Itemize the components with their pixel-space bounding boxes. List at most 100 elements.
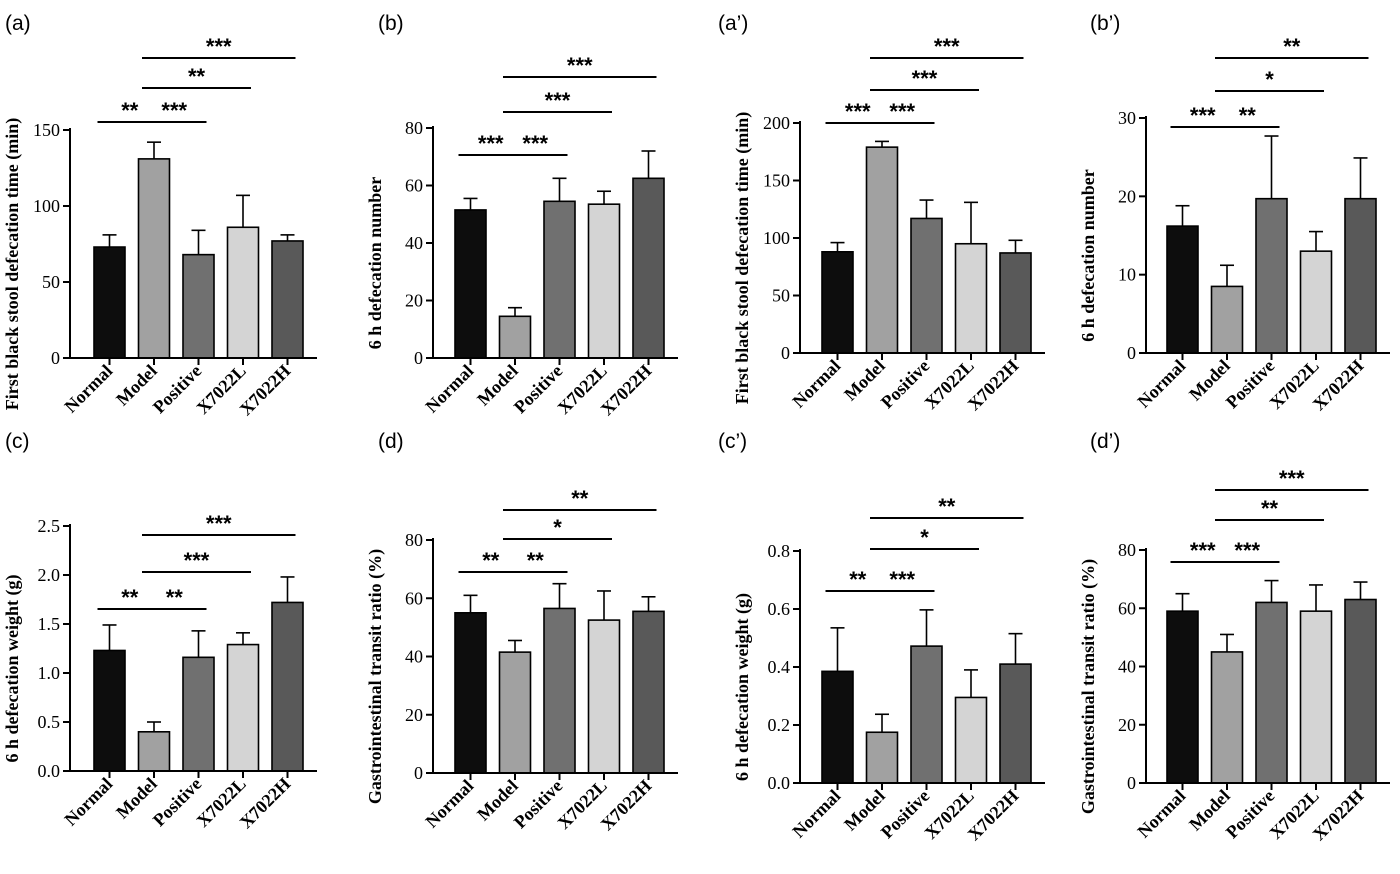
bar	[632, 177, 665, 359]
bar	[1299, 250, 1333, 354]
panel-label: (b)	[378, 12, 404, 35]
y-tick-label: 40	[405, 647, 423, 667]
x-tick-label: Normal	[788, 786, 844, 842]
y-axis-label: 6 h defecation number	[1078, 169, 1098, 342]
significance-label: **	[482, 548, 500, 573]
bar	[954, 242, 988, 354]
y-tick-label: 0	[51, 348, 60, 368]
y-tick-label: 0.4	[768, 657, 791, 677]
significance-label: *	[553, 515, 562, 540]
significance-label: ***	[845, 99, 871, 124]
bar	[226, 643, 260, 772]
significance-label: ***	[1190, 103, 1216, 128]
y-tick-label: 20	[1118, 186, 1136, 206]
bar	[865, 731, 899, 784]
bar	[1344, 598, 1377, 784]
bar	[182, 253, 215, 359]
significance-label: ***	[206, 34, 232, 59]
panel-label: (c’)	[718, 430, 747, 453]
y-tick-label: 20	[405, 705, 423, 725]
significance-label: **	[571, 486, 589, 511]
y-tick-label: 50	[42, 272, 60, 292]
y-tick-label: 20	[405, 291, 423, 311]
panel-label: (d)	[378, 430, 404, 453]
x-tick-label: Normal	[1133, 356, 1189, 412]
bar	[1166, 610, 1199, 784]
significance-label: ***	[184, 548, 210, 573]
y-tick-label: 2.0	[38, 565, 61, 585]
y-tick-label: 100	[33, 196, 60, 216]
y-tick-label: 0.2	[768, 715, 791, 735]
y-tick-label: 0.0	[38, 761, 61, 781]
y-tick-label: 60	[405, 176, 423, 196]
x-tick-label: Normal	[1133, 786, 1189, 842]
significance-label: ***	[478, 131, 504, 156]
bar	[999, 252, 1032, 354]
bar	[1210, 285, 1244, 354]
chart-panel: (a)050100150NormalModelPositiveX7022LX70…	[2, 12, 317, 419]
significance-label: ***	[567, 53, 593, 78]
y-tick-label: 0.8	[768, 541, 791, 561]
y-tick-label: 60	[405, 588, 423, 608]
panel-label: (a)	[5, 12, 31, 35]
y-axis-label: 6 h defecation weight (g)	[732, 593, 753, 781]
y-tick-label: 80	[405, 530, 423, 550]
bar	[454, 209, 487, 359]
bar	[632, 610, 665, 774]
significance-label: **	[166, 585, 184, 610]
bar	[226, 226, 260, 359]
significance-label: ***	[889, 99, 915, 124]
chart-panel: (d)020406080NormalModelPositiveX7022LX70…	[365, 430, 678, 834]
significance-label: **	[188, 64, 206, 89]
y-tick-label: 0	[1127, 343, 1136, 363]
bar	[182, 656, 215, 772]
y-tick-label: 0.0	[768, 773, 791, 793]
bar	[137, 730, 171, 772]
significance-label: **	[121, 585, 139, 610]
bar	[1166, 225, 1199, 354]
bar	[454, 612, 487, 774]
panel-label: (b’)	[1090, 12, 1120, 35]
significance-label: ***	[1190, 538, 1216, 563]
bar	[954, 696, 988, 784]
y-axis-label: 6 h defecation weight (g)	[2, 575, 23, 763]
y-axis-label: First black stool defecation time (min)	[732, 112, 753, 404]
significance-label: *	[1265, 67, 1274, 92]
significance-label: **	[1283, 34, 1301, 59]
significance-label: ***	[934, 34, 960, 59]
y-axis-label: First black stool defecation time (min)	[2, 118, 23, 410]
y-tick-label: 0	[414, 348, 423, 368]
y-tick-label: 0	[781, 343, 790, 363]
y-tick-label: 80	[405, 118, 423, 138]
y-tick-label: 150	[33, 120, 60, 140]
y-tick-label: 60	[1118, 598, 1136, 618]
bar	[910, 645, 943, 784]
chart-panel: (b’)0102030NormalModelPositiveX7022LX702…	[1078, 12, 1390, 414]
x-tick-label: Normal	[60, 361, 116, 417]
bar	[1255, 197, 1288, 354]
bar	[543, 607, 576, 774]
bar	[93, 246, 126, 359]
panel-label: (c)	[5, 430, 30, 453]
y-tick-label: 1.0	[38, 663, 61, 683]
y-tick-label: 0	[414, 763, 423, 783]
significance-label: ***	[161, 98, 187, 123]
y-tick-label: 80	[1118, 540, 1136, 560]
y-tick-label: 10	[1118, 265, 1136, 285]
panel-label: (a’)	[718, 12, 748, 35]
chart-panel: (c)0.00.51.01.52.02.5NormalModelPositive…	[2, 430, 317, 832]
panel-label: (d’)	[1090, 430, 1120, 453]
y-tick-label: 1.5	[38, 614, 61, 634]
y-tick-label: 40	[1118, 657, 1136, 677]
y-tick-label: 150	[763, 171, 790, 191]
bar	[498, 651, 532, 774]
significance-label: **	[1261, 496, 1279, 521]
bar	[1255, 601, 1288, 784]
significance-label: ***	[912, 66, 938, 91]
y-axis-label: Gastrointestinal transit ratio (%)	[1078, 559, 1099, 814]
y-tick-label: 40	[405, 233, 423, 253]
bar	[93, 649, 126, 772]
y-tick-label: 100	[763, 228, 790, 248]
bar	[1344, 197, 1377, 354]
y-tick-label: 20	[1118, 715, 1136, 735]
